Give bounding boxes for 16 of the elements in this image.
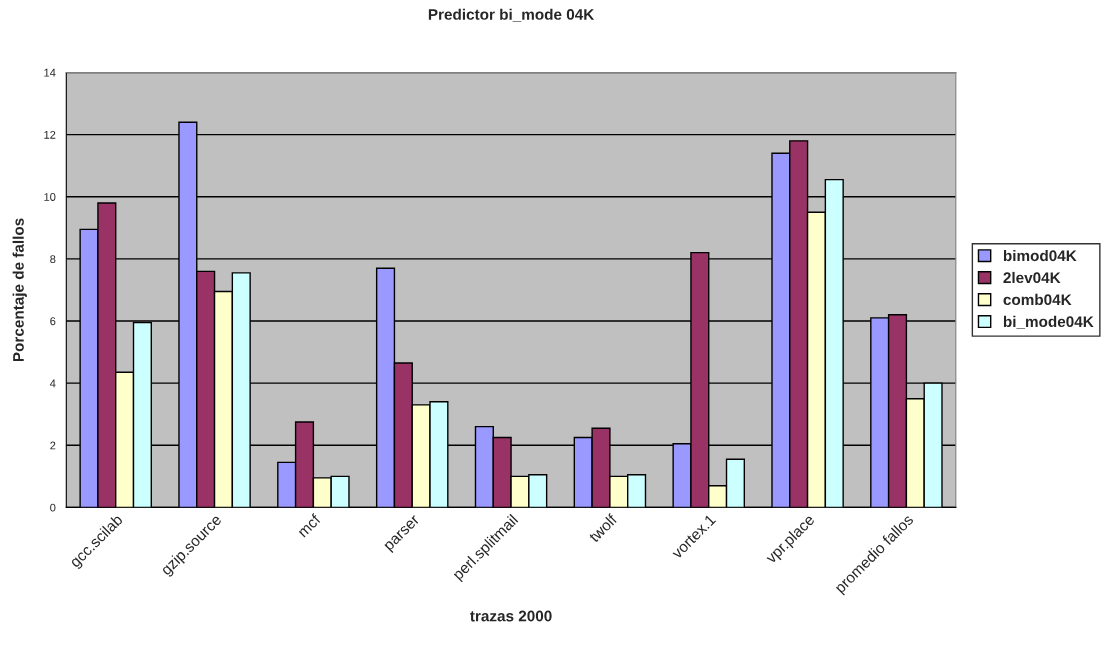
x-tick-label: mcf [296,512,322,538]
y-tick-label: 8 [50,255,56,264]
legend-label: bimod04K [1003,249,1077,262]
chart-title: Predictor bi_mode 04K [428,8,595,22]
y-tick-label: 4 [49,379,56,388]
legend-label: comb04K [1003,293,1072,306]
y-tick-label: 2 [50,441,56,450]
legend-label: bi_mode04K [1003,315,1094,329]
y-tick-label: 10 [44,193,56,201]
y-tick-label: 0 [50,503,56,512]
y-tick-label: 12 [44,130,56,139]
x-axis-title: trazas 2000 [470,610,552,622]
legend-label: 2lev04K [1003,271,1061,284]
y-axis-title: Porcentaje de fallos [12,218,27,362]
y-tick-label: 14 [44,68,56,77]
y-tick-label: 6 [50,317,56,326]
